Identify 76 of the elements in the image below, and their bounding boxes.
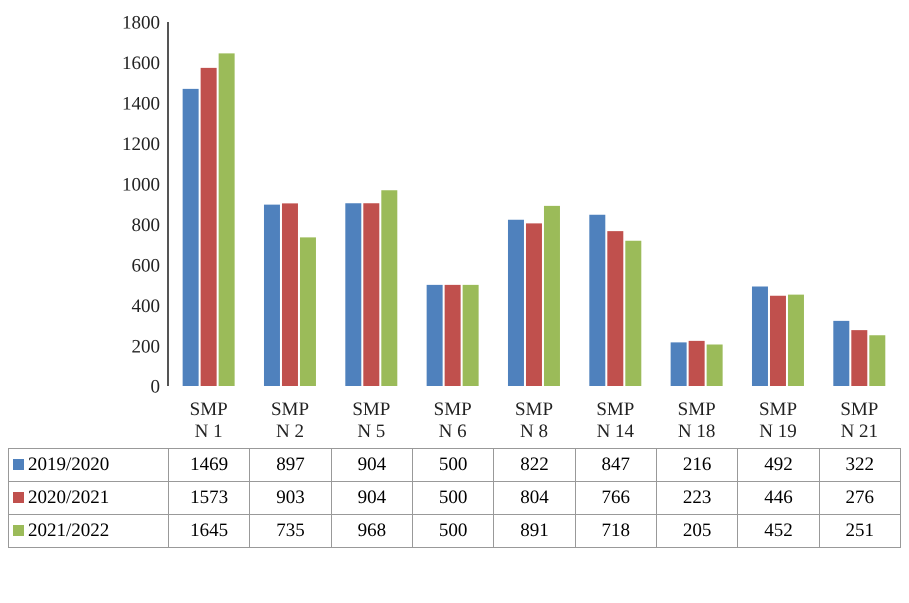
bar [670,342,687,386]
y-tick-label: 200 [132,336,160,358]
data-label: 1645 [168,514,250,548]
bar [752,286,768,386]
data-label: 891 [494,514,576,548]
bar [770,296,786,386]
data-label: 766 [575,482,656,514]
bar [688,340,705,386]
bar [444,284,461,386]
bar [462,284,479,386]
data-label: 735 [250,514,332,548]
y-tick-label: 1200 [122,134,160,156]
bar [218,53,235,386]
data-label: 322 [819,448,900,482]
legend-label: 2021/2022 [28,520,110,541]
data-label: 492 [738,448,820,482]
data-label: 500 [412,514,494,548]
data-label: 903 [250,482,332,514]
data-label: 500 [412,482,494,514]
bar [264,204,280,386]
y-tick-label: 0 [150,376,160,398]
data-label: 223 [656,482,738,514]
data-label: 897 [250,448,332,482]
x-tick-label: SMP N 5 [352,399,390,442]
bar [363,203,380,386]
y-tick-label: 600 [132,255,160,276]
data-label: 276 [819,482,900,514]
bar [544,206,560,386]
data-label: 718 [575,514,656,548]
x-tick-label: SMP N 21 [840,399,878,442]
data-label: 205 [656,514,738,548]
y-tick-label: 400 [132,296,160,317]
data-label: 500 [412,448,494,482]
bar [607,231,624,386]
data-label: 1573 [168,482,250,514]
bar [426,284,443,386]
bar [706,344,723,386]
x-tick-label: SMP N 2 [270,399,310,442]
y-tick-label: 1000 [122,174,160,196]
data-label: 968 [331,514,412,548]
bar [300,237,316,386]
x-tick-label: SMP N 19 [758,399,798,442]
x-tick-label: SMP N 8 [514,399,554,442]
x-tick-label: SMP N 6 [434,399,472,442]
x-tick-label: SMP N 14 [596,399,635,442]
y-tick-label: 1800 [122,12,160,34]
bar [869,335,886,386]
legend-label: 2019/2020 [28,454,110,475]
bar [282,203,298,386]
data-label: 904 [331,482,412,514]
bar [589,214,606,386]
y-tick-label: 1400 [122,94,160,115]
bar [788,294,804,386]
data-label: 251 [819,514,900,548]
y-tick-label: 800 [132,214,160,236]
bar [526,223,542,386]
bar [851,330,868,386]
data-label: 1469 [168,448,250,482]
x-tick-label: SMP N 1 [190,399,228,442]
bar [625,240,642,386]
data-label: 847 [575,448,656,482]
bar [182,88,199,386]
data-label: 446 [738,482,820,514]
data-label: 216 [656,448,738,482]
data-label: 904 [331,448,412,482]
bar [833,320,850,386]
bar [381,190,398,386]
bar [200,68,217,386]
data-label: 804 [494,482,576,514]
bar [345,203,362,386]
bar [508,220,524,386]
data-label: 452 [738,514,820,548]
legend-label: 2020/2021 [28,487,110,508]
data-label: 822 [494,448,576,482]
y-tick-label: 1600 [122,53,160,74]
x-tick-label: SMP N 18 [678,399,716,442]
